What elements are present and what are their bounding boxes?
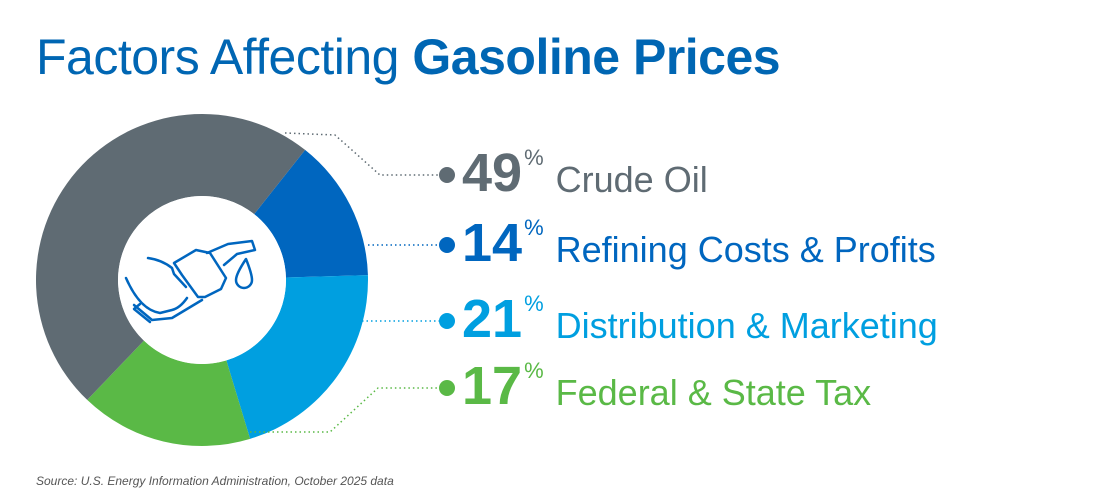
label-crude-oil: 49% Crude Oil xyxy=(462,145,708,201)
label-percent: 14 xyxy=(462,213,523,273)
leader-line-crude-oil xyxy=(284,132,440,176)
slice-federal-state-tax xyxy=(87,340,251,446)
leader-dot-crude-oil xyxy=(439,167,455,183)
chart-title: Factors Affecting Gasoline Prices xyxy=(36,28,781,86)
leader-dot-distribution-marketing xyxy=(439,313,455,329)
label-refining-costs-profits: 14% Refining Costs & Profits xyxy=(462,215,936,271)
label-percent: 17 xyxy=(462,356,523,416)
percent-sign: % xyxy=(524,215,544,240)
label-name: Refining Costs & Profits xyxy=(555,229,936,270)
hand-fuel-nozzle-icon xyxy=(124,239,257,324)
slice-crude-oil xyxy=(36,114,306,400)
leader-line-federal-state-tax xyxy=(250,387,440,433)
slice-refining-costs-profits xyxy=(254,149,368,278)
label-federal-state-tax: 17% Federal & State Tax xyxy=(462,358,871,414)
percent-sign: % xyxy=(524,358,544,383)
label-name: Crude Oil xyxy=(555,159,708,200)
label-percent: 21 xyxy=(462,289,523,349)
percent-sign: % xyxy=(524,291,544,316)
label-distribution-marketing: 21% Distribution & Marketing xyxy=(462,291,938,347)
title-regular: Factors Affecting xyxy=(36,29,413,85)
label-name: Distribution & Marketing xyxy=(555,305,938,346)
source-note: Source: U.S. Energy Information Administ… xyxy=(36,474,394,488)
slice-distribution-marketing xyxy=(226,275,369,439)
label-name: Federal & State Tax xyxy=(555,372,872,413)
percent-sign: % xyxy=(524,145,544,170)
leader-dot-refining-costs-profits xyxy=(439,237,455,253)
label-percent: 49 xyxy=(462,143,523,203)
leader-dot-federal-state-tax xyxy=(439,380,455,396)
title-bold: Gasoline Prices xyxy=(412,29,781,85)
